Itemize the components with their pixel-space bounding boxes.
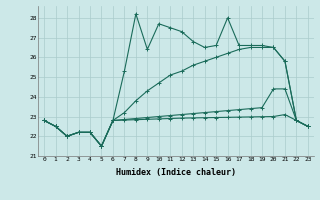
X-axis label: Humidex (Indice chaleur): Humidex (Indice chaleur): [116, 168, 236, 177]
